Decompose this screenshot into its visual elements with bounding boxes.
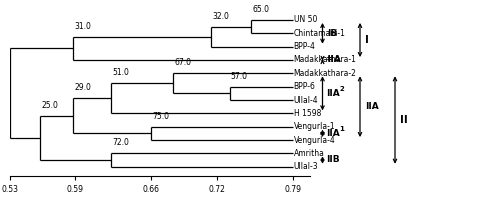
Text: ‡IA: ‡IA — [326, 55, 342, 64]
Text: 29.0: 29.0 — [74, 83, 91, 92]
Text: 25.0: 25.0 — [42, 101, 58, 110]
Text: 1: 1 — [339, 126, 344, 132]
Text: Madakkathara-1: Madakkathara-1 — [294, 55, 356, 64]
Text: 31.0: 31.0 — [74, 22, 91, 31]
Text: Ullal-3: Ullal-3 — [294, 162, 318, 171]
Text: IB: IB — [328, 29, 338, 38]
Text: 57.0: 57.0 — [230, 72, 248, 81]
Text: Vengurla-4: Vengurla-4 — [294, 136, 336, 145]
Text: II: II — [400, 115, 408, 125]
Text: Amritha: Amritha — [294, 149, 324, 158]
Text: 51.0: 51.0 — [112, 68, 129, 77]
Text: Madakkathara-2: Madakkathara-2 — [294, 69, 356, 78]
Text: IIA: IIA — [326, 129, 340, 138]
Text: 65.0: 65.0 — [252, 5, 270, 14]
Text: IIA: IIA — [326, 89, 340, 98]
Text: IIB: IIB — [326, 156, 340, 164]
Text: IIA: IIA — [365, 102, 379, 111]
Text: H 1598: H 1598 — [294, 109, 321, 118]
Text: 75.0: 75.0 — [152, 112, 170, 121]
Text: 72.0: 72.0 — [112, 138, 129, 147]
Text: UN 50: UN 50 — [294, 16, 317, 24]
Text: 2: 2 — [339, 86, 344, 92]
Text: I: I — [365, 35, 369, 45]
Text: 67.0: 67.0 — [174, 58, 191, 67]
Text: BPP-4: BPP-4 — [294, 42, 316, 51]
Text: 32.0: 32.0 — [212, 12, 229, 21]
Text: Vengurla-1: Vengurla-1 — [294, 122, 336, 131]
Text: Ullal-4: Ullal-4 — [294, 96, 318, 105]
Text: BPP-6: BPP-6 — [294, 82, 316, 91]
Text: Chintamani-1: Chintamani-1 — [294, 29, 346, 38]
